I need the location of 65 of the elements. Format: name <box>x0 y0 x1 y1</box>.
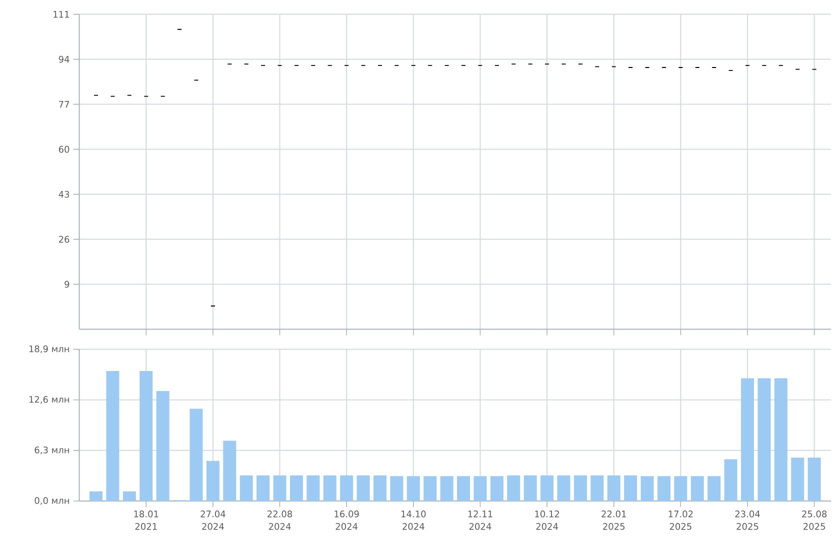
bar <box>406 476 420 501</box>
bar <box>791 458 804 501</box>
bar <box>574 475 587 501</box>
x-tick-label: 12.11 2024 <box>468 510 492 530</box>
bar <box>140 370 153 501</box>
bar <box>724 459 738 501</box>
bar <box>440 476 454 501</box>
bar <box>390 476 404 501</box>
x-tick-label: 18.01 2021 <box>134 510 158 530</box>
bar <box>624 475 638 501</box>
y-tick-label: 12,6 млн <box>29 396 69 404</box>
y-tick-label: 94 <box>58 56 70 63</box>
bar <box>206 460 220 501</box>
x-tick-label: 17.02 2025 <box>668 510 693 530</box>
x-tick-label: 10.12 2024 <box>535 510 560 530</box>
y-tick-label: 26 <box>58 236 70 243</box>
bar <box>557 475 570 501</box>
bar <box>740 378 754 501</box>
bar <box>490 476 504 501</box>
bar <box>190 408 203 501</box>
bar <box>373 475 386 501</box>
bar <box>306 475 320 501</box>
bar <box>540 475 554 501</box>
y-tick-label: 18,9 млн <box>29 345 69 354</box>
y-tick-label: 0,0 млн <box>34 497 69 505</box>
bar <box>356 475 370 501</box>
bar <box>607 475 620 501</box>
y-tick-label: 9 <box>64 280 70 288</box>
x-tick-label: 27.04 2024 <box>200 510 226 530</box>
y-tick-label: 111 <box>54 11 69 18</box>
y-tick-label: 43 <box>58 190 70 198</box>
bar <box>474 476 487 501</box>
bar <box>340 475 354 501</box>
bar <box>273 475 286 501</box>
bar <box>424 476 437 501</box>
x-tick-label: 14.10 2024 <box>402 510 426 530</box>
bar <box>808 458 821 501</box>
bar <box>156 391 170 501</box>
bar <box>323 475 336 501</box>
bar <box>457 476 470 501</box>
x-tick-label: 16.09 2024 <box>334 510 359 530</box>
bar <box>524 475 537 501</box>
bar <box>256 475 270 501</box>
bar <box>640 476 654 501</box>
y-tick-label: 6,3 млн <box>34 446 69 454</box>
bar <box>106 370 120 501</box>
y-tick-label: 60 <box>58 146 70 153</box>
bar <box>690 476 704 501</box>
x-tick-label: 23.04 2025 <box>735 510 760 530</box>
x-tick-label: 22.08 2024 <box>268 510 292 530</box>
bar <box>507 475 520 501</box>
bar <box>223 440 236 501</box>
bar <box>90 491 103 501</box>
bar <box>122 491 136 501</box>
y-tick-label: 77 <box>59 101 69 108</box>
bar <box>290 475 303 501</box>
bar <box>708 476 721 501</box>
bar <box>657 476 670 501</box>
x-tick-label: 25.08 2025 <box>802 510 827 530</box>
bar <box>758 378 771 501</box>
bar <box>590 475 604 501</box>
bar <box>674 476 688 501</box>
x-tick-label: 22.01 2025 <box>602 510 626 530</box>
bar <box>774 378 788 501</box>
bar <box>240 475 253 501</box>
